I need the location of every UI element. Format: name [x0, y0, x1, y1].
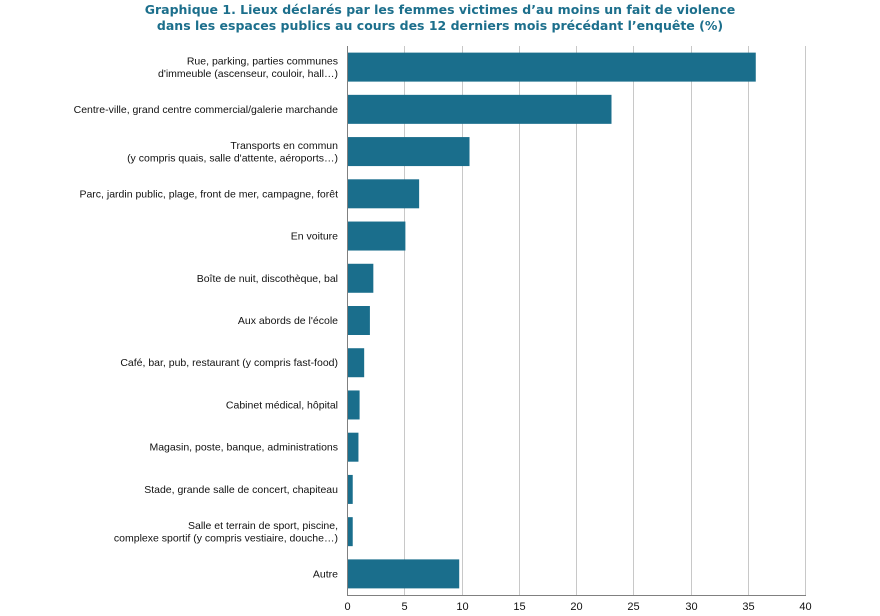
x-tick-label-30: 30: [685, 601, 697, 613]
category-label-7: Café, bar, pub, restaurant (y compris fa…: [120, 357, 338, 369]
bar-3: [347, 179, 420, 209]
bar-8: [347, 390, 360, 420]
x-tick-label-25: 25: [627, 601, 639, 613]
bar-5: [347, 263, 374, 293]
category-labels: Rue, parking, parties communesd'immeuble…: [74, 55, 339, 580]
bar-4: [347, 221, 406, 251]
category-label-11-line-0: Salle et terrain de sport, piscine,: [188, 520, 338, 532]
x-tick-labels: 0 5 10 15 20 25 30 35 40: [344, 601, 811, 613]
x-tick-label-5: 5: [401, 601, 407, 613]
category-label-12: Autre: [313, 568, 338, 580]
bar-1: [347, 94, 612, 124]
bar-10: [347, 474, 353, 504]
chart-title-line-2: dans les espaces publics au cours des 12…: [156, 18, 724, 33]
chart-title: Graphique 1. Lieux déclarés par les femm…: [0, 2, 880, 34]
category-label-8: Cabinet médical, hôpital: [226, 399, 338, 411]
bar-12: [347, 559, 460, 589]
category-label-6: Aux abords de l'école: [238, 315, 338, 327]
bar-11: [347, 517, 353, 547]
axes: [347, 46, 806, 596]
category-label-10: Stade, grande salle de concert, chapitea…: [144, 484, 338, 496]
x-tick-label-0: 0: [344, 601, 350, 613]
x-tick-label-35: 35: [742, 601, 754, 613]
bar-7: [347, 348, 365, 378]
x-tick-label-10: 10: [456, 601, 468, 613]
x-tick-label-15: 15: [513, 601, 525, 613]
category-label-3: Parc, jardin public, plage, front de mer…: [79, 188, 338, 200]
chart-title-line-1: Graphique 1. Lieux déclarés par les femm…: [144, 2, 736, 17]
category-label-4: En voiture: [291, 231, 338, 243]
category-label-2-line-1: (y compris quais, salle d'attente, aérop…: [127, 152, 338, 164]
category-label-11-line-1: complexe sportif (y compris vestiaire, d…: [114, 532, 338, 544]
category-label-2-line-0: Transports en commun: [230, 140, 338, 152]
grid-lines: [404, 46, 806, 595]
x-tick-label-20: 20: [570, 601, 582, 613]
bar-6: [347, 306, 370, 335]
bar-2: [347, 137, 470, 167]
bar-9: [347, 432, 359, 462]
category-label-0-line-0: Rue, parking, parties communes: [187, 55, 338, 67]
x-tick-label-40: 40: [799, 601, 811, 613]
bars: [347, 52, 756, 589]
category-label-0-line-1: d'immeuble (ascenseur, couloir, hall…): [158, 68, 338, 80]
bar-0: [347, 52, 756, 82]
category-label-9: Magasin, poste, banque, administrations: [149, 442, 338, 454]
category-label-5: Boîte de nuit, discothèque, bal: [197, 273, 338, 285]
category-label-1: Centre-ville, grand centre commercial/ga…: [74, 104, 339, 116]
